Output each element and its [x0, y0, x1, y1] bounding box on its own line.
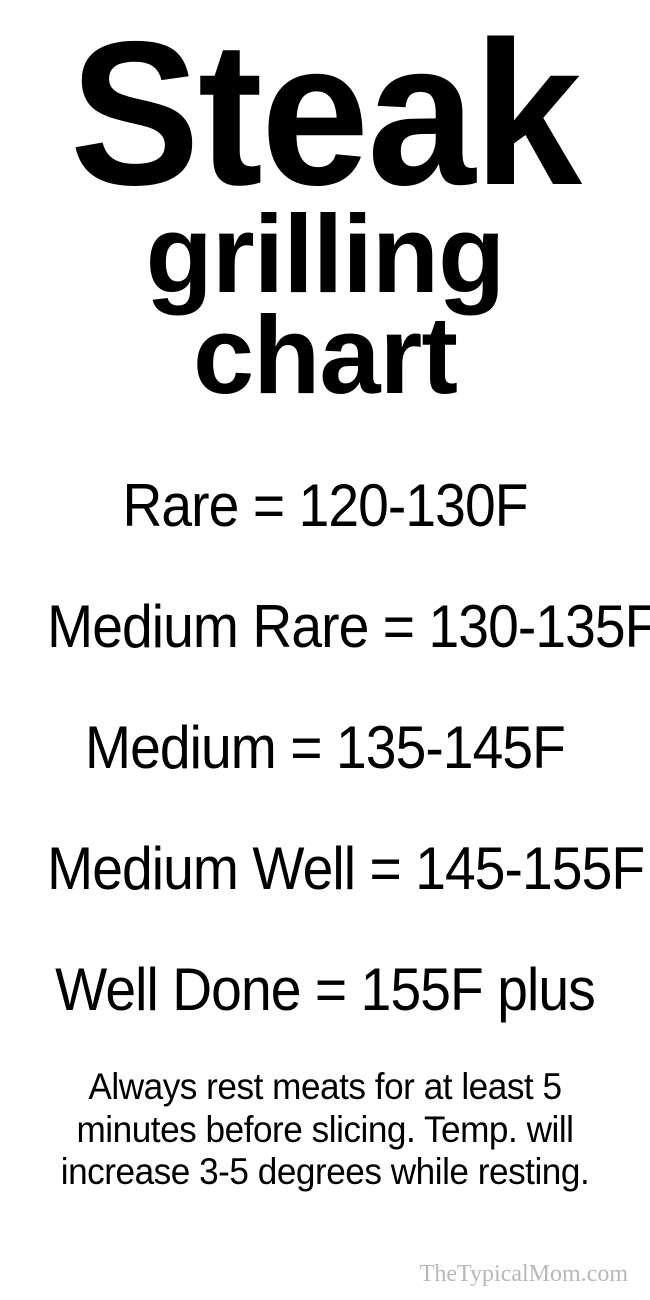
- attribution: TheTypicalMom.com: [420, 1261, 628, 1288]
- row-label: Medium Rare: [47, 593, 368, 660]
- row-label: Medium: [85, 714, 276, 781]
- temperature-rows: Rare = 120-130F Medium Rare = 130-135F M…: [15, 471, 635, 1024]
- row-medium-well: Medium Well = 145-155F: [47, 834, 603, 903]
- row-temp: 130-135F: [429, 593, 650, 660]
- row-temp: 145-155F: [415, 835, 644, 902]
- row-rare: Rare = 120-130F: [47, 471, 603, 540]
- row-medium-rare: Medium Rare = 130-135F: [47, 592, 603, 661]
- row-temp: 135-145F: [336, 714, 565, 781]
- row-label: Rare: [122, 472, 238, 539]
- row-temp: 120-130F: [299, 472, 528, 539]
- row-medium: Medium = 135-145F: [47, 713, 603, 782]
- row-well-done: Well Done = 155F plus: [47, 955, 603, 1024]
- resting-note: Always rest meats for at least 5 minutes…: [31, 1066, 620, 1194]
- row-temp: 155F plus: [361, 956, 595, 1023]
- title-sub: grilling chart: [15, 204, 635, 406]
- chart-title: Steak grilling chart: [15, 20, 635, 406]
- row-label: Medium Well: [47, 835, 355, 902]
- title-main: Steak: [31, 20, 620, 209]
- row-label: Well Done: [55, 956, 300, 1023]
